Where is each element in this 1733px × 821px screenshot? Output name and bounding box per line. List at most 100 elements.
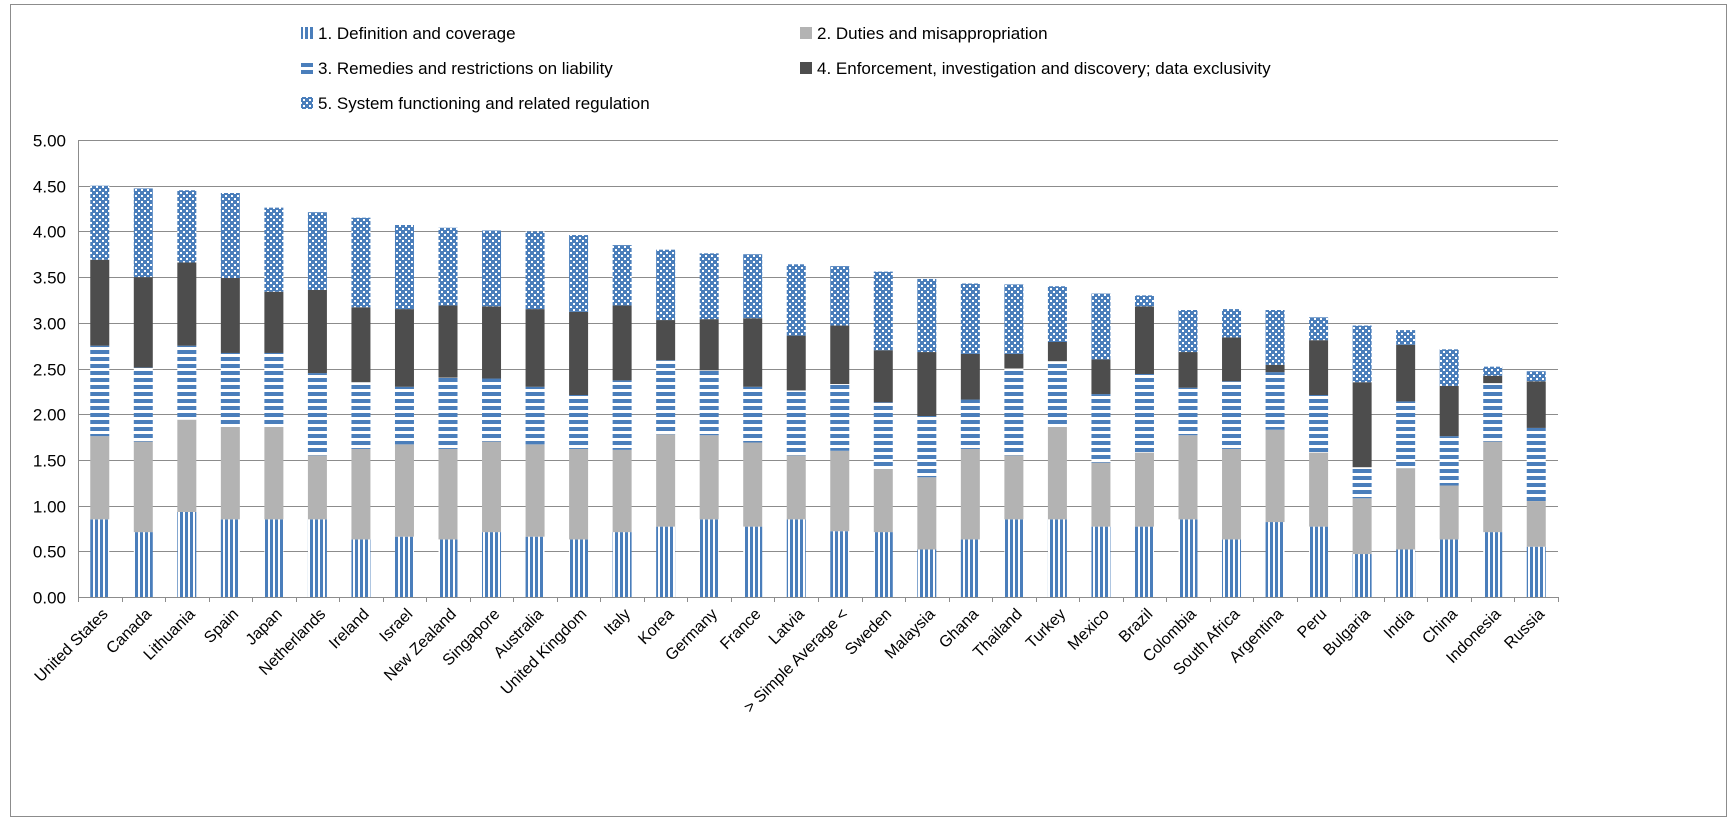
legend-label: 5. System functioning and related regula… (318, 94, 650, 113)
bar-segment-s2 (1439, 485, 1459, 540)
bar-segment-s4 (264, 291, 284, 353)
bar-segment-s5 (917, 278, 937, 353)
bar-segment-s2 (307, 455, 327, 520)
legend-label: 3. Remedies and restrictions on liabilit… (318, 59, 613, 78)
bar-stack (482, 230, 502, 597)
legend-label: 2. Duties and misappropriation (817, 24, 1048, 43)
bar-segment-s2 (1309, 452, 1329, 527)
bar-segment-s5 (1134, 295, 1154, 307)
bar-segment-s5 (699, 253, 719, 320)
bar-segment-s2 (1265, 429, 1285, 523)
legend-label: 1. Definition and coverage (318, 24, 516, 43)
y-axis-ticks: 0.00 0.50 1.00 1.50 2.00 2.50 3.00 3.50 4.00 4.50… (33, 132, 66, 608)
bar-segment-s5 (1047, 286, 1067, 342)
bar-segment-s5 (830, 266, 850, 326)
bar-stack (1047, 286, 1067, 597)
bar-segment-s3 (1265, 372, 1285, 430)
bar-segment-s1 (1352, 554, 1372, 597)
bar-segment-s3 (743, 386, 763, 443)
bar-segment-s3 (569, 395, 589, 449)
bar-segment-s2 (264, 427, 284, 520)
bar-segment-s1 (1091, 526, 1111, 597)
legend-swatch (301, 97, 313, 109)
bar-segment-s3 (525, 386, 545, 445)
bar-segment-s5 (264, 207, 284, 292)
bar-segment-s3 (177, 345, 197, 420)
bar-segment-s1 (656, 526, 676, 597)
bar-segment-s4 (220, 278, 240, 353)
bar-segment-s4 (612, 305, 632, 381)
bar-segment-s4 (830, 325, 850, 385)
bar-segment-s1 (1483, 532, 1503, 597)
bar-segment-s3 (1134, 373, 1154, 453)
legend-swatch (800, 62, 812, 74)
bar-segment-s5 (1091, 293, 1111, 360)
bar-segment-s1 (1526, 546, 1546, 597)
bar-segment-s5 (351, 217, 371, 308)
bar-segment-s2 (873, 469, 893, 533)
y-tick-label: 4.50 (33, 178, 66, 197)
bar-segment-s4 (1309, 340, 1329, 396)
bar-segment-s4 (1178, 352, 1198, 388)
bar-segment-s5 (482, 230, 502, 307)
bar-stack (177, 190, 197, 597)
bars (90, 185, 1546, 597)
bar-stack (307, 212, 327, 597)
bar-segment-s1 (1178, 519, 1198, 597)
bar-stack (90, 185, 110, 597)
bar-stack (1178, 310, 1198, 597)
bar-segment-s5 (960, 283, 980, 354)
bar-stack (133, 188, 153, 597)
bar-stack (786, 264, 806, 597)
bar-segment-s5 (438, 227, 458, 306)
bar-segment-s1 (133, 532, 153, 597)
bar-segment-s4 (1222, 337, 1242, 382)
bar-stack (1091, 293, 1111, 597)
bar-stack (1483, 366, 1503, 597)
bar-segment-s1 (699, 519, 719, 597)
bar-segment-s3 (1091, 394, 1111, 463)
bar-segment-s2 (960, 448, 980, 540)
y-tick-label: 2.00 (33, 406, 66, 425)
bar-segment-s1 (917, 549, 937, 597)
bar-segment-s1 (1439, 539, 1459, 597)
bar-segment-s2 (1134, 452, 1154, 527)
y-tick-label: 0.50 (33, 543, 66, 562)
bar-stack (1004, 284, 1024, 597)
y-tick-label: 2.50 (33, 361, 66, 380)
bar-segment-s4 (656, 320, 676, 361)
bar-segment-s3 (1047, 361, 1067, 427)
bar-segment-s3 (1526, 427, 1546, 502)
bar-stack (960, 283, 980, 597)
bar-segment-s5 (1352, 325, 1372, 383)
legend-swatch (301, 27, 313, 39)
bar-segment-s2 (90, 436, 110, 520)
bar-segment-s4 (743, 318, 763, 387)
bar-segment-s4 (699, 319, 719, 371)
bar-segment-s5 (133, 188, 153, 278)
bar-segment-s2 (1526, 501, 1546, 547)
bar-segment-s5 (525, 231, 545, 310)
bar-segment-s3 (960, 399, 980, 449)
bar-segment-s5 (1439, 349, 1459, 386)
bar-stack (394, 225, 414, 597)
bar-segment-s3 (1222, 381, 1242, 449)
bar-stack (917, 278, 937, 597)
bar-segment-s5 (394, 225, 414, 310)
bar-segment-s4 (133, 277, 153, 368)
bar-segment-s4 (1047, 341, 1067, 362)
bar-segment-s1 (743, 526, 763, 597)
bar-segment-s3 (1439, 436, 1459, 486)
bar-segment-s3 (438, 377, 458, 449)
bar-segment-s2 (830, 450, 850, 532)
bar-segment-s3 (656, 360, 676, 435)
bar-segment-s1 (177, 512, 197, 597)
bar-segment-s5 (569, 235, 589, 312)
bar-segment-s5 (743, 254, 763, 319)
bar-segment-s1 (1134, 526, 1154, 597)
bar-segment-s4 (177, 262, 197, 346)
bar-segment-s4 (1352, 382, 1372, 468)
bar-segment-s4 (1396, 344, 1416, 402)
bar-segment-s3 (1004, 368, 1024, 456)
